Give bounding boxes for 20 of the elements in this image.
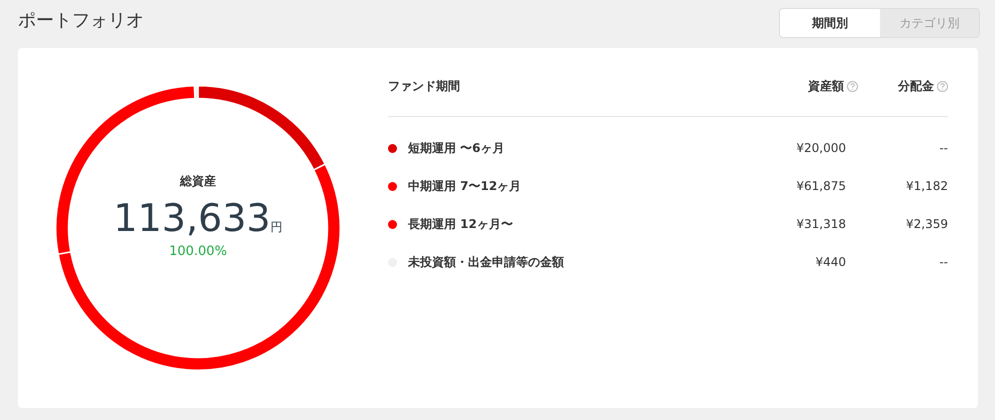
text: 期間別 [780,9,880,37]
data-label: ¥440 [814,255,847,269]
text: 資産額 [807,78,845,95]
text: カテゴリ別 [880,9,979,37]
legend-label: 短期運用 〜6ヶ月 [408,140,506,156]
legend-label: 長期運用 12ヶ月〜 [408,216,514,232]
legend-label: 中期運用 7〜12ヶ月 [408,178,522,194]
text: 分配金 [896,78,935,95]
data-label: ¥61,875 [795,179,847,193]
text: 総資産 [178,173,217,190]
legend-title: ファンド期間 [388,78,461,95]
text: ¥2,359 [905,217,948,231]
chart-title: ポートフォリオ [18,9,144,32]
text: -- [938,255,948,269]
data-label: ¥20,000 [795,141,847,155]
text: -- [938,141,948,155]
legend-label: 未投資額・出金申請等の金額 [408,254,565,270]
text: 100.00% [168,244,228,259]
text: ¥1,182 [905,179,948,193]
data-label: ¥31,318 [795,217,847,231]
